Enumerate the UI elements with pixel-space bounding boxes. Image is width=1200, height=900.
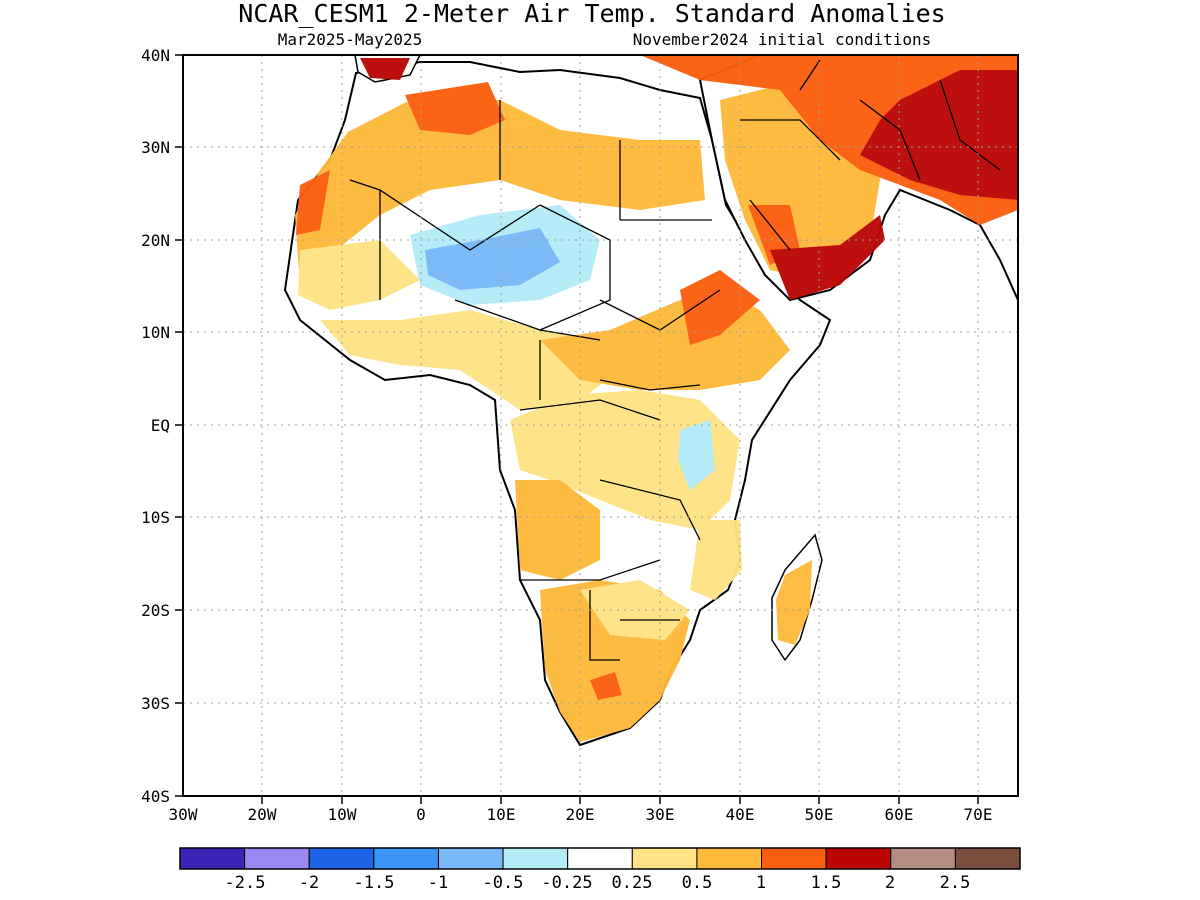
initial-conditions: November2024 initial conditions bbox=[633, 30, 932, 49]
lon-tick-label: 70E bbox=[964, 805, 993, 824]
legend-label: 2 bbox=[885, 873, 895, 893]
lat-tick-label: 10N bbox=[141, 323, 170, 342]
lat-tick-label: 10S bbox=[141, 508, 170, 527]
lon-tick-label: 30W bbox=[169, 805, 198, 824]
latitude-axis: 40N 30N 20N 10N EQ 10S 20S 30S 40S bbox=[141, 46, 170, 806]
legend-swatch bbox=[244, 847, 310, 870]
map-gridlines bbox=[183, 55, 1018, 796]
legend-swatch bbox=[761, 847, 827, 870]
legend-label: -1.5 bbox=[354, 873, 395, 893]
legend-label: 1.5 bbox=[811, 873, 842, 893]
legend-swatch bbox=[308, 847, 375, 870]
legend-label: 1 bbox=[756, 873, 766, 893]
lat-tick-label: 20S bbox=[141, 601, 170, 620]
longitude-axis: 30W 20W 10W 0 10E 20E 30E 40E 50E 60E 70… bbox=[169, 805, 993, 824]
lat-tick-label: 40S bbox=[141, 787, 170, 806]
legend-swatch bbox=[373, 847, 439, 870]
lon-tick-label: 40E bbox=[726, 805, 755, 824]
legend-swatch bbox=[825, 847, 892, 870]
forecast-period: Mar2025-May2025 bbox=[278, 30, 423, 49]
legend-labels: -2.5 -2 -1.5 -1 -0.5 -0.25 0.25 0.5 1 1.… bbox=[225, 873, 971, 893]
lon-tick-label: 10E bbox=[487, 805, 516, 824]
legend-swatch bbox=[437, 847, 504, 870]
lon-tick-label: 10W bbox=[328, 805, 357, 824]
lat-tick-label: 30S bbox=[141, 694, 170, 713]
legend-label: 0.25 bbox=[612, 873, 653, 893]
lon-tick-label: 0 bbox=[416, 805, 426, 824]
figure-title: NCAR_CESM1 2-Meter Air Temp. Standard An… bbox=[238, 0, 945, 28]
legend-label: -1 bbox=[428, 873, 448, 893]
legend-swatches bbox=[179, 847, 1021, 870]
lat-tick-label: 20N bbox=[141, 231, 170, 250]
legend-swatch bbox=[890, 847, 956, 870]
legend-label: -0.5 bbox=[483, 873, 524, 893]
legend-swatch bbox=[502, 847, 569, 870]
legend-swatch bbox=[631, 847, 698, 870]
legend-label: -2 bbox=[299, 873, 319, 893]
latitude-ticks bbox=[175, 54, 183, 797]
legend-label: -0.25 bbox=[541, 873, 592, 893]
legend-label: 2.5 bbox=[940, 873, 971, 893]
lon-tick-label: 30E bbox=[646, 805, 675, 824]
color-bar-frame bbox=[179, 847, 1021, 870]
lat-tick-label: 40N bbox=[141, 46, 170, 65]
legend-label: -2.5 bbox=[225, 873, 266, 893]
legend-label: 0.5 bbox=[682, 873, 713, 893]
map-plot-area bbox=[183, 55, 1018, 796]
lon-tick-label: 50E bbox=[805, 805, 834, 824]
color-bar-legend: -2.5 -2 -1.5 -1 -0.5 -0.25 0.25 0.5 1 1.… bbox=[179, 847, 1021, 893]
lat-tick-label: EQ bbox=[151, 416, 170, 435]
country-borders bbox=[349, 59, 1001, 661]
longitude-ticks bbox=[261, 796, 979, 804]
lon-tick-label: 20W bbox=[248, 805, 277, 824]
lon-tick-label: 60E bbox=[885, 805, 914, 824]
lon-tick-label: 20E bbox=[566, 805, 595, 824]
legend-swatch bbox=[696, 847, 763, 870]
legend-swatch bbox=[179, 847, 246, 870]
legend-swatch bbox=[567, 847, 633, 870]
legend-swatch bbox=[954, 847, 1021, 870]
lat-tick-label: 30N bbox=[141, 138, 170, 157]
